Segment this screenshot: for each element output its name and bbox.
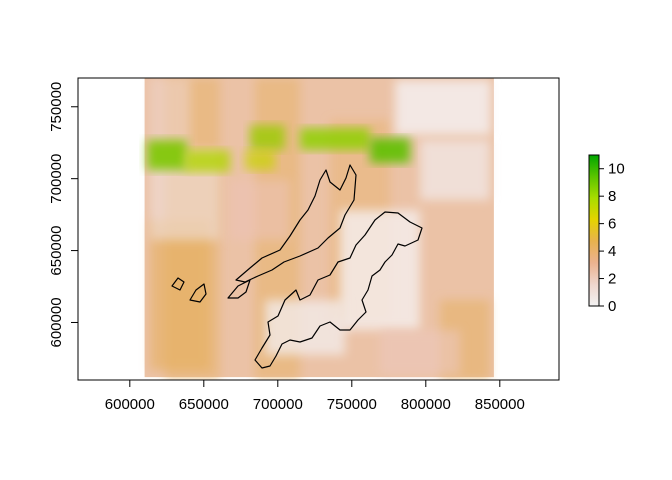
raster-patch-6 [420, 140, 490, 200]
raster-high-0 [147, 140, 187, 170]
x-tick-label: 800000 [401, 396, 451, 413]
region-outline-2 [227, 279, 251, 299]
x-axis: 600000 650000 700000 750000 800000 850000 [105, 379, 525, 413]
raster-high-4 [370, 138, 410, 163]
raster-high-5 [245, 150, 275, 170]
y-tick-label: 700000 [48, 154, 65, 204]
raster-high-3 [300, 128, 370, 150]
raster-patch-10 [150, 78, 190, 148]
colorbar-tick-label: 6 [608, 216, 616, 233]
region-outlines [171, 164, 423, 369]
raster-patch-12 [380, 330, 460, 375]
y-tick-label: 650000 [48, 226, 65, 276]
colorbar-tick-label: 10 [608, 161, 625, 178]
region-outline-3 [189, 283, 207, 303]
colorbar-frame [588, 154, 600, 307]
colorbar-tick-label: 0 [608, 298, 616, 315]
raster-high-1 [185, 150, 230, 172]
colorbar-ramp [589, 155, 599, 306]
colorbar-tick-label: 4 [608, 243, 616, 260]
raster-patch-5 [395, 80, 491, 135]
y-axis: 600000 650000 700000 750000 [48, 82, 79, 348]
colorbar-tick-label: 8 [608, 188, 616, 205]
x-tick-label: 600000 [105, 396, 155, 413]
raster-patch-3 [150, 220, 210, 370]
y-tick-label: 750000 [48, 82, 65, 132]
raster-heatmap [144, 78, 494, 380]
x-tick-label: 850000 [475, 396, 525, 413]
region-outline-0 [254, 211, 423, 369]
colorbar-tick-label: 2 [608, 271, 616, 288]
x-tick-label: 700000 [253, 396, 303, 413]
raster-high-2 [250, 125, 285, 150]
y-tick-label: 600000 [48, 297, 65, 347]
region-outline-1 [235, 164, 357, 283]
raster-patch-8 [265, 300, 345, 355]
region-outline-4 [171, 277, 185, 291]
colorbar-legend: 0 2 4 6 8 10 [588, 154, 625, 315]
raster-patch-11 [230, 180, 290, 240]
x-tick-label: 750000 [327, 396, 377, 413]
x-tick-label: 650000 [179, 396, 229, 413]
